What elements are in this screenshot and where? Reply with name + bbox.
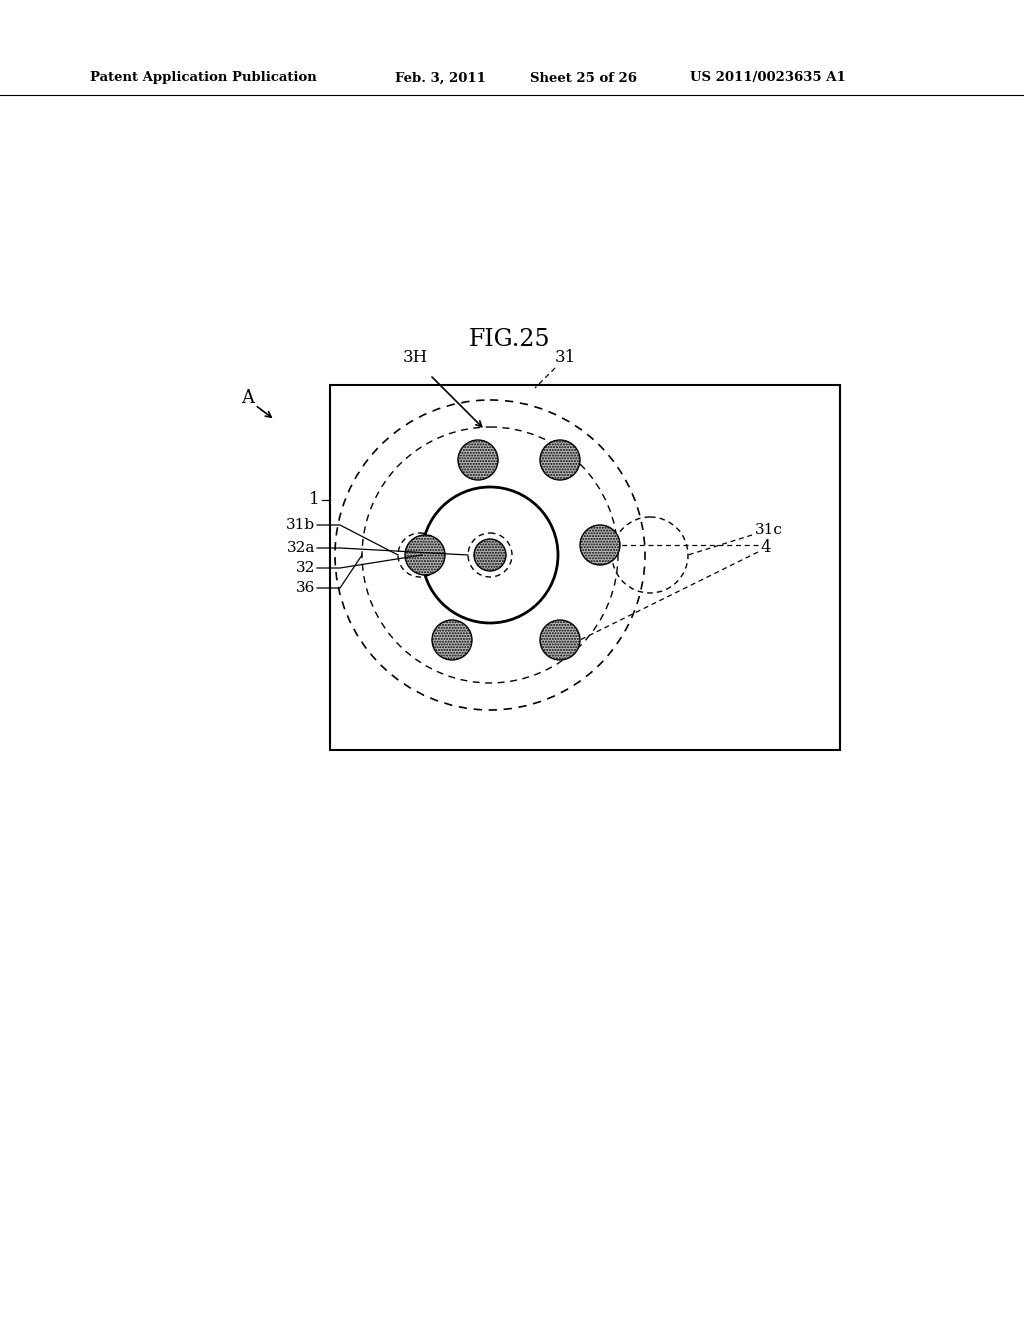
- Circle shape: [406, 535, 445, 576]
- Bar: [330, 385, 840, 750]
- Text: Sheet 25 of 26: Sheet 25 of 26: [530, 71, 637, 84]
- Text: 31: 31: [554, 350, 575, 367]
- Circle shape: [540, 620, 580, 660]
- Text: A: A: [242, 389, 255, 407]
- Text: Patent Application Publication: Patent Application Publication: [90, 71, 316, 84]
- Text: 32: 32: [296, 561, 315, 576]
- Circle shape: [540, 440, 580, 480]
- Text: Feb. 3, 2011: Feb. 3, 2011: [395, 71, 485, 84]
- Text: 32a: 32a: [287, 541, 315, 554]
- Text: 3H: 3H: [402, 350, 428, 367]
- Text: US 2011/0023635 A1: US 2011/0023635 A1: [690, 71, 846, 84]
- Circle shape: [458, 440, 498, 480]
- Text: 36: 36: [296, 581, 315, 595]
- Text: 31c: 31c: [755, 523, 783, 537]
- Text: 4: 4: [760, 540, 771, 557]
- Text: FIG.25: FIG.25: [469, 329, 551, 351]
- Circle shape: [580, 525, 620, 565]
- Circle shape: [474, 539, 506, 572]
- Text: 31b: 31b: [286, 517, 315, 532]
- Text: 1: 1: [309, 491, 319, 508]
- Circle shape: [432, 620, 472, 660]
